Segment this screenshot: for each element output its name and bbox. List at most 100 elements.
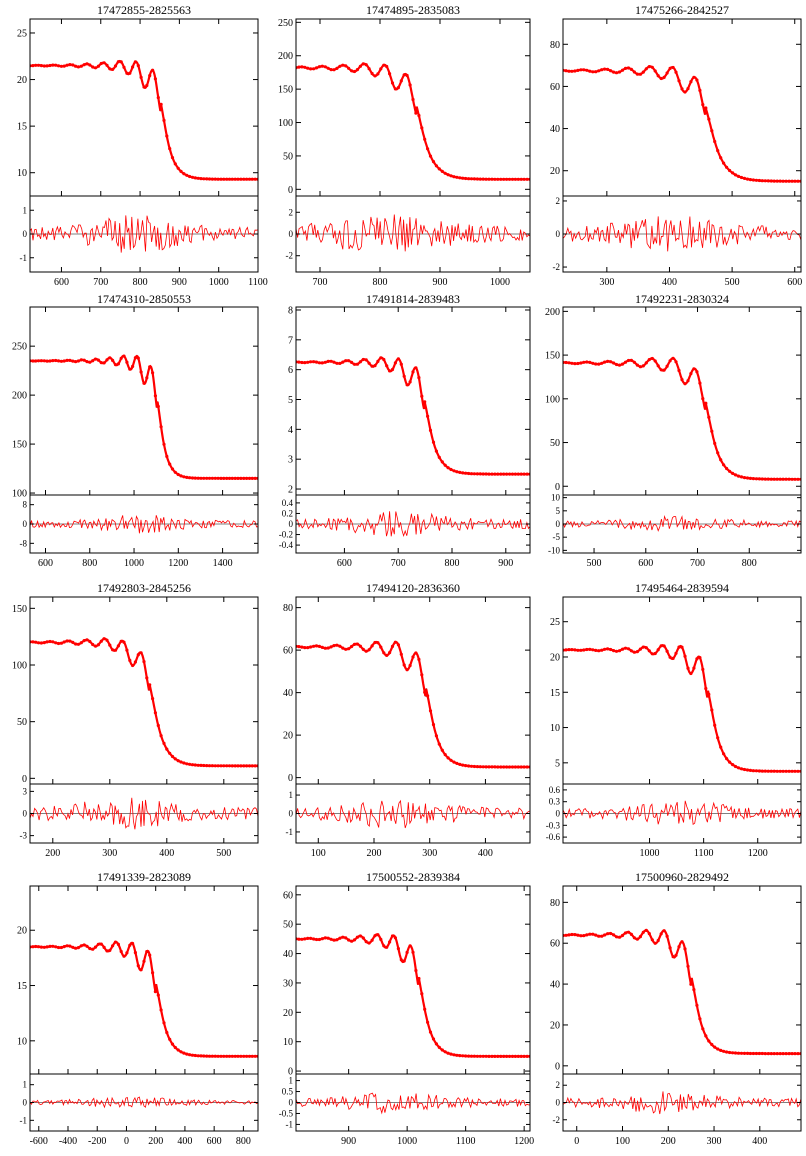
model-point: [56, 641, 61, 646]
model-point: [579, 68, 583, 72]
x-tick-label: 300: [707, 1136, 722, 1147]
model-point: [496, 765, 500, 769]
x-tick-label: 400: [752, 1136, 767, 1147]
model-point: [629, 649, 634, 653]
model-point: [247, 1054, 252, 1058]
model-point: [671, 656, 675, 661]
model-point: [455, 470, 459, 474]
model-point: [452, 760, 456, 764]
model-point: [635, 72, 640, 76]
model-point: [142, 85, 146, 89]
model-point: [91, 359, 95, 363]
model-point: [510, 177, 515, 181]
model-point: [176, 472, 180, 477]
model-point: [689, 372, 693, 376]
model-point: [341, 63, 345, 67]
model-point: [719, 156, 723, 160]
residual-tick-label: -1: [20, 1115, 28, 1125]
model-point: [347, 647, 351, 651]
model-point: [567, 648, 571, 652]
model-point: [42, 945, 46, 949]
model-point: [170, 156, 175, 160]
model-curve: [563, 357, 801, 481]
model-point: [116, 60, 120, 64]
model-point: [417, 376, 421, 380]
model-point: [393, 640, 397, 644]
model-point: [790, 1052, 794, 1056]
model-point: [396, 643, 400, 647]
model-point: [513, 1054, 518, 1058]
model-point: [338, 936, 342, 940]
model-point: [614, 362, 619, 367]
model-point: [188, 174, 192, 179]
model-point: [668, 655, 672, 659]
main-plot-frame: [29, 18, 259, 197]
model-point: [467, 1054, 471, 1058]
model-point: [635, 937, 640, 941]
model-point: [623, 931, 628, 935]
model-point: [472, 177, 476, 181]
y-tick-label: 10: [550, 723, 560, 734]
model-point: [683, 90, 687, 94]
model-point: [59, 64, 64, 68]
model-point: [452, 1053, 456, 1057]
model-point: [408, 380, 412, 384]
residual-tick-label: -0.2: [279, 530, 293, 540]
model-point: [626, 358, 631, 363]
model-point: [376, 933, 380, 937]
x-tick-label: 0: [124, 1136, 129, 1147]
model-point: [159, 425, 163, 429]
model-curve: [296, 62, 530, 181]
model-point: [623, 646, 628, 650]
model-point: [193, 476, 197, 480]
model-point: [411, 655, 415, 659]
model-point: [122, 65, 126, 69]
model-point: [185, 475, 189, 479]
model-point: [364, 358, 368, 362]
main-plot-frame: [295, 596, 531, 785]
model-point: [772, 1052, 776, 1056]
model-point: [585, 647, 589, 652]
model-point: [659, 76, 663, 81]
model-point: [731, 471, 735, 475]
model-point: [102, 361, 106, 365]
model-point: [467, 177, 471, 181]
model-point: [487, 765, 491, 769]
model-point: [423, 690, 427, 694]
model-point: [355, 935, 359, 939]
y-tick-label: 60: [550, 939, 560, 950]
model-point: [423, 400, 427, 404]
model-point: [253, 476, 257, 480]
model-point: [742, 767, 747, 772]
model-point: [620, 933, 625, 938]
model-point: [739, 475, 744, 479]
model-point: [519, 1054, 523, 1058]
model-point: [219, 476, 223, 480]
model-point: [510, 765, 515, 769]
model-point: [629, 67, 634, 71]
model-point: [431, 160, 436, 164]
residual-curve: [296, 1092, 530, 1115]
model-point: [205, 476, 209, 480]
model-point: [725, 757, 729, 761]
model-point: [644, 928, 648, 933]
model-point: [65, 358, 69, 362]
model-point: [513, 177, 518, 181]
model-point: [751, 477, 756, 481]
y-tick-label: 5: [288, 395, 293, 406]
model-point: [464, 1054, 468, 1058]
model-point: [382, 63, 386, 67]
model-points: [563, 928, 801, 1056]
model-point: [31, 64, 35, 68]
model-point: [51, 640, 55, 644]
model-point: [478, 472, 482, 476]
model-point: [793, 477, 797, 481]
model-point: [710, 429, 714, 433]
model-point: [745, 476, 750, 480]
model-point: [426, 1020, 430, 1024]
model-point: [626, 66, 631, 70]
model-point: [367, 67, 371, 71]
residual-tick-label: 2: [556, 196, 561, 206]
model-point: [317, 361, 321, 365]
